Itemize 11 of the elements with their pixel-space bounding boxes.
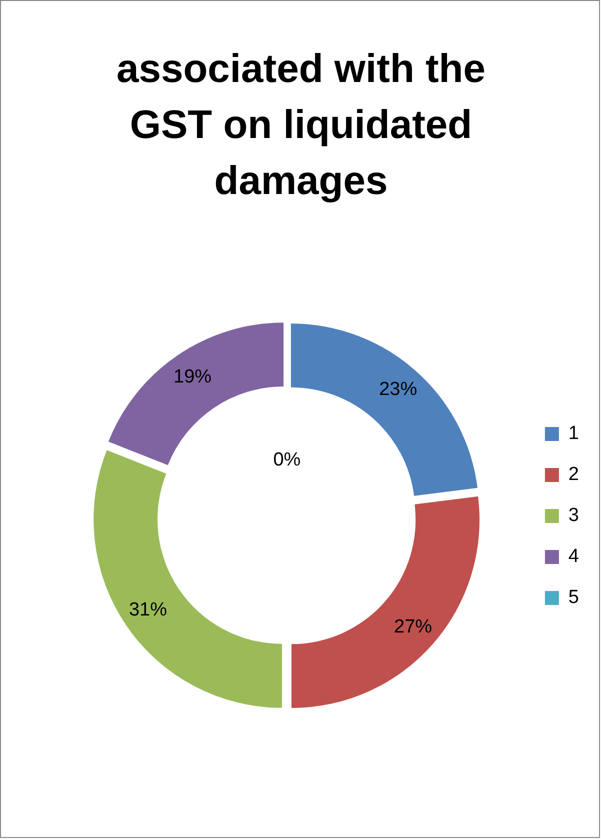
legend-label: 4	[568, 546, 580, 568]
data-label: 23%	[379, 379, 418, 400]
data-label: 27%	[394, 616, 432, 638]
legend-label: 2	[568, 464, 580, 486]
data-label: 19%	[174, 366, 212, 388]
legend-label: 5	[568, 587, 580, 608]
legend-label: 3	[568, 505, 580, 526]
data-label: 31%	[128, 600, 168, 621]
legend-label: 1	[568, 423, 580, 444]
text: 0%	[273, 449, 301, 470]
chart-title: associated with the GST on liquidated damages	[116, 46, 486, 205]
